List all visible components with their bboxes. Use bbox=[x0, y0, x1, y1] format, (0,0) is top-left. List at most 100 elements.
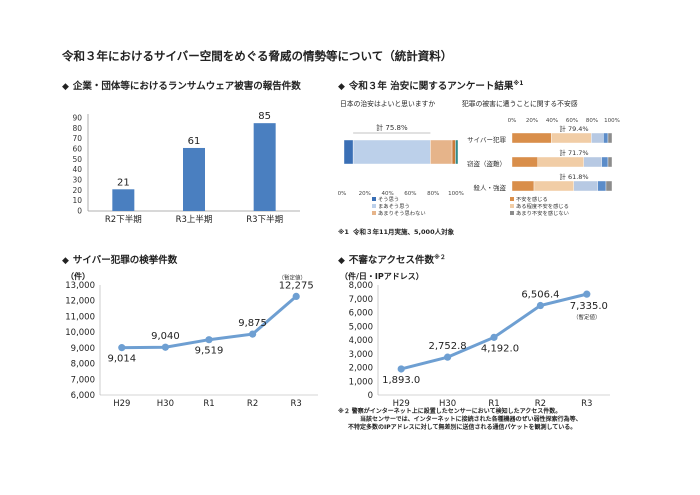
y-tick-label: 6,000 bbox=[71, 391, 95, 401]
bar bbox=[112, 189, 135, 211]
x-tick-label: R3 bbox=[291, 399, 302, 409]
y-tick-label: 40 bbox=[72, 165, 82, 174]
data-label: 12,275 bbox=[279, 280, 314, 291]
y-tick-label: 6,000 bbox=[349, 309, 373, 319]
legend-swatch bbox=[372, 204, 376, 208]
survey-right-segment bbox=[551, 132, 592, 144]
data-point bbox=[118, 344, 126, 352]
y-tick-label: 70 bbox=[72, 134, 82, 143]
data-label: 9,519 bbox=[195, 346, 224, 357]
legend-swatch bbox=[510, 204, 514, 208]
data-label: 9,040 bbox=[151, 331, 180, 342]
data-point bbox=[397, 365, 405, 373]
y-tick-label: 50 bbox=[72, 155, 82, 164]
bar-value-label: 61 bbox=[188, 136, 201, 147]
x-tick-label: R3下半期 bbox=[246, 214, 283, 225]
survey-right-x-tick: 60% bbox=[566, 118, 578, 124]
bar-value-label: 21 bbox=[117, 177, 130, 188]
survey-left-x-tick: 60% bbox=[404, 191, 416, 197]
survey-right-segment bbox=[605, 180, 613, 192]
survey-right-category: 窃盗（盗難） bbox=[467, 159, 506, 168]
y-axis-title: （件） bbox=[66, 271, 90, 281]
data-label: 2,752.8 bbox=[429, 341, 467, 352]
x-tick-label: H29 bbox=[393, 399, 410, 409]
survey-right-x-tick: 100% bbox=[604, 118, 620, 124]
section-title-access: ◆ 不審なアクセス件数※２ bbox=[338, 254, 446, 267]
survey-left-segment bbox=[451, 139, 456, 165]
y-tick-label: 60 bbox=[72, 145, 82, 154]
page-title: 令和３年におけるサイバー空間をめぐる脅威の情勢等について（統計資料） bbox=[62, 49, 453, 63]
survey-right-segment bbox=[583, 156, 602, 168]
survey-right-segment bbox=[597, 180, 607, 192]
survey-question-right: 犯罪の被害に遭うことに関する不安感 bbox=[462, 100, 578, 108]
y-tick-label: 2,000 bbox=[349, 364, 373, 374]
x-tick-label: R1 bbox=[488, 399, 499, 409]
y-tick-label: 0 bbox=[77, 207, 82, 216]
legend-label: あまり不安を感じない bbox=[516, 209, 569, 217]
y-tick-label: 11,000 bbox=[65, 312, 95, 322]
y-tick-label: 7,000 bbox=[71, 375, 95, 385]
y-tick-label: 8,000 bbox=[71, 360, 95, 370]
y-tick-label: 4,000 bbox=[349, 336, 373, 346]
provisional-annotation: （暫定値） bbox=[573, 313, 601, 321]
data-label: 6,506.4 bbox=[521, 290, 559, 301]
y-tick-label: 90 bbox=[72, 114, 82, 123]
series-line bbox=[400, 292, 588, 371]
data-point bbox=[583, 290, 591, 298]
x-tick-label: H29 bbox=[113, 399, 130, 409]
y-tick-label: 12,000 bbox=[65, 297, 95, 307]
survey-right-segment bbox=[591, 132, 604, 144]
data-point bbox=[161, 343, 169, 351]
survey-right-segment bbox=[511, 180, 535, 192]
section-title-survey: ◆ 令和３年 治安に関するアンケート結果※1 bbox=[338, 79, 524, 92]
y-tick-label: 13,000 bbox=[65, 281, 95, 291]
x-tick-label: R1 bbox=[203, 399, 214, 409]
y-tick-label: 3,000 bbox=[349, 350, 373, 360]
y-tick-label: 80 bbox=[72, 124, 82, 133]
x-tick-label: R3上半期 bbox=[176, 214, 213, 225]
legend-label: そう思う bbox=[378, 196, 399, 203]
survey-left-x-tick: 20% bbox=[359, 191, 371, 197]
section-title-arrests: ◆ サイバー犯罪の検挙件数 bbox=[62, 255, 178, 266]
legend-swatch bbox=[372, 197, 376, 201]
survey-footnote: ※1 令和３年11月実施、5,000人対象 bbox=[338, 228, 455, 236]
survey-right-total: 計 71.7% bbox=[559, 148, 588, 157]
survey-right-segment bbox=[607, 156, 613, 168]
survey-left-x-tick: 80% bbox=[427, 191, 439, 197]
legend-swatch bbox=[510, 211, 514, 215]
survey-right-x-tick: 40% bbox=[546, 118, 558, 124]
data-point bbox=[205, 336, 213, 344]
y-tick-label: 0 bbox=[368, 391, 373, 401]
y-tick-label: 9,000 bbox=[71, 344, 95, 354]
survey-left-segment bbox=[352, 139, 431, 165]
legend-swatch bbox=[510, 197, 514, 201]
survey-left-x-tick: 0% bbox=[338, 191, 347, 197]
legend-label: 不安を感じる bbox=[516, 195, 548, 203]
survey-right-category: サイバー犯罪 bbox=[467, 135, 506, 144]
survey-right-x-tick: 80% bbox=[586, 118, 598, 124]
data-label: 9,875 bbox=[238, 318, 267, 329]
survey-right-total: 計 61.8% bbox=[559, 172, 588, 181]
survey-right-segment bbox=[607, 132, 613, 144]
data-label: 7,335.0 bbox=[570, 301, 608, 312]
survey-right-total: 計 79.4% bbox=[559, 124, 588, 133]
data-point bbox=[249, 330, 257, 338]
legend-label: あまりそう思わない bbox=[378, 210, 426, 217]
legend-label: まあそう思う bbox=[378, 203, 410, 210]
section-title-ransomware: ◆ 企業・団体等におけるランサムウェア被害の報告件数 bbox=[62, 81, 301, 92]
y-tick-label: 7,000 bbox=[349, 295, 373, 305]
survey-right-x-tick: 0% bbox=[508, 118, 517, 124]
data-label: 4,192.0 bbox=[481, 343, 519, 354]
y-tick-label: 20 bbox=[72, 186, 82, 195]
x-tick-label: R3 bbox=[581, 399, 592, 409]
survey-left-total: 計 75.8% bbox=[376, 123, 408, 132]
legend-swatch bbox=[372, 211, 376, 215]
survey-question-left: 日本の治安はよいと思いますか bbox=[340, 100, 436, 108]
x-tick-label: R2 bbox=[247, 399, 258, 409]
access-footnote: ※２ 警察がインターネット上に設置したセンサーにおいて検知したアクセス件数。 当… bbox=[338, 408, 582, 431]
survey-right-segment bbox=[537, 156, 584, 168]
survey-right-segment bbox=[533, 180, 574, 192]
y-tick-label: 1,000 bbox=[349, 377, 373, 387]
bar-value-label: 85 bbox=[258, 111, 271, 122]
bar bbox=[253, 123, 276, 211]
